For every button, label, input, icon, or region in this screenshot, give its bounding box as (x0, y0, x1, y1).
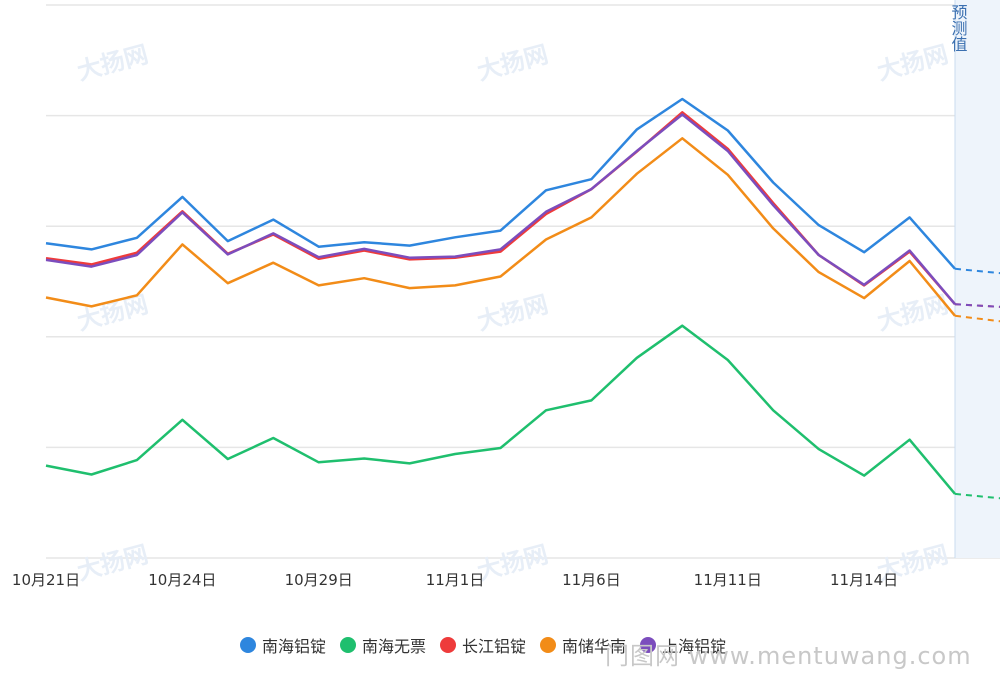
legend-dot-icon (440, 637, 456, 653)
x-tick-label: 11月1日 (426, 571, 485, 589)
background-watermarks: 大扬网大扬网大扬网大扬网大扬网大扬网大扬网大扬网大扬网 (74, 40, 951, 586)
x-tick-label: 11月14日 (830, 571, 898, 589)
legend-dot-icon (240, 637, 256, 653)
bg-watermark: 大扬网 (74, 290, 151, 336)
legend-dot-icon (340, 637, 356, 653)
x-tick-label: 11月11日 (694, 571, 762, 589)
legend-label: 长江铝锭 (462, 633, 526, 657)
bg-watermark: 大扬网 (474, 40, 551, 86)
bg-watermark: 大扬网 (474, 540, 551, 586)
forecast-area (955, 0, 1000, 558)
x-axis-ticks: 10月21日 10月24日 10月29日 11月1日 11月6日 11月11日 11月14日 (12, 571, 898, 589)
bg-watermark: 大扬网 (874, 40, 951, 86)
legend-item[interactable]: 长江铝锭 (440, 633, 526, 657)
watermark-text: 门图网 www.mentuwang.com (605, 636, 972, 671)
bg-watermark: 大扬网 (474, 290, 551, 336)
legend-label: 南海铝锭 (262, 633, 326, 657)
bg-watermark: 大扬网 (74, 40, 151, 86)
x-tick-label: 11月6日 (562, 571, 621, 589)
x-tick-label: 10月21日 (12, 571, 80, 589)
legend-label: 南海无票 (362, 633, 426, 657)
forecast-label: 预测值 (949, 4, 968, 52)
bg-watermark: 大扬网 (74, 540, 151, 586)
series-line-3 (46, 138, 955, 315)
legend-dot-icon (540, 637, 556, 653)
x-tick-label: 10月29日 (285, 571, 353, 589)
forecast-region: 预测值 (949, 0, 1000, 558)
series-line-1 (46, 326, 955, 494)
x-tick-label: 10月24日 (148, 571, 216, 589)
legend-item[interactable]: 南海无票 (340, 633, 426, 657)
legend-item[interactable]: 南海铝锭 (240, 633, 326, 657)
